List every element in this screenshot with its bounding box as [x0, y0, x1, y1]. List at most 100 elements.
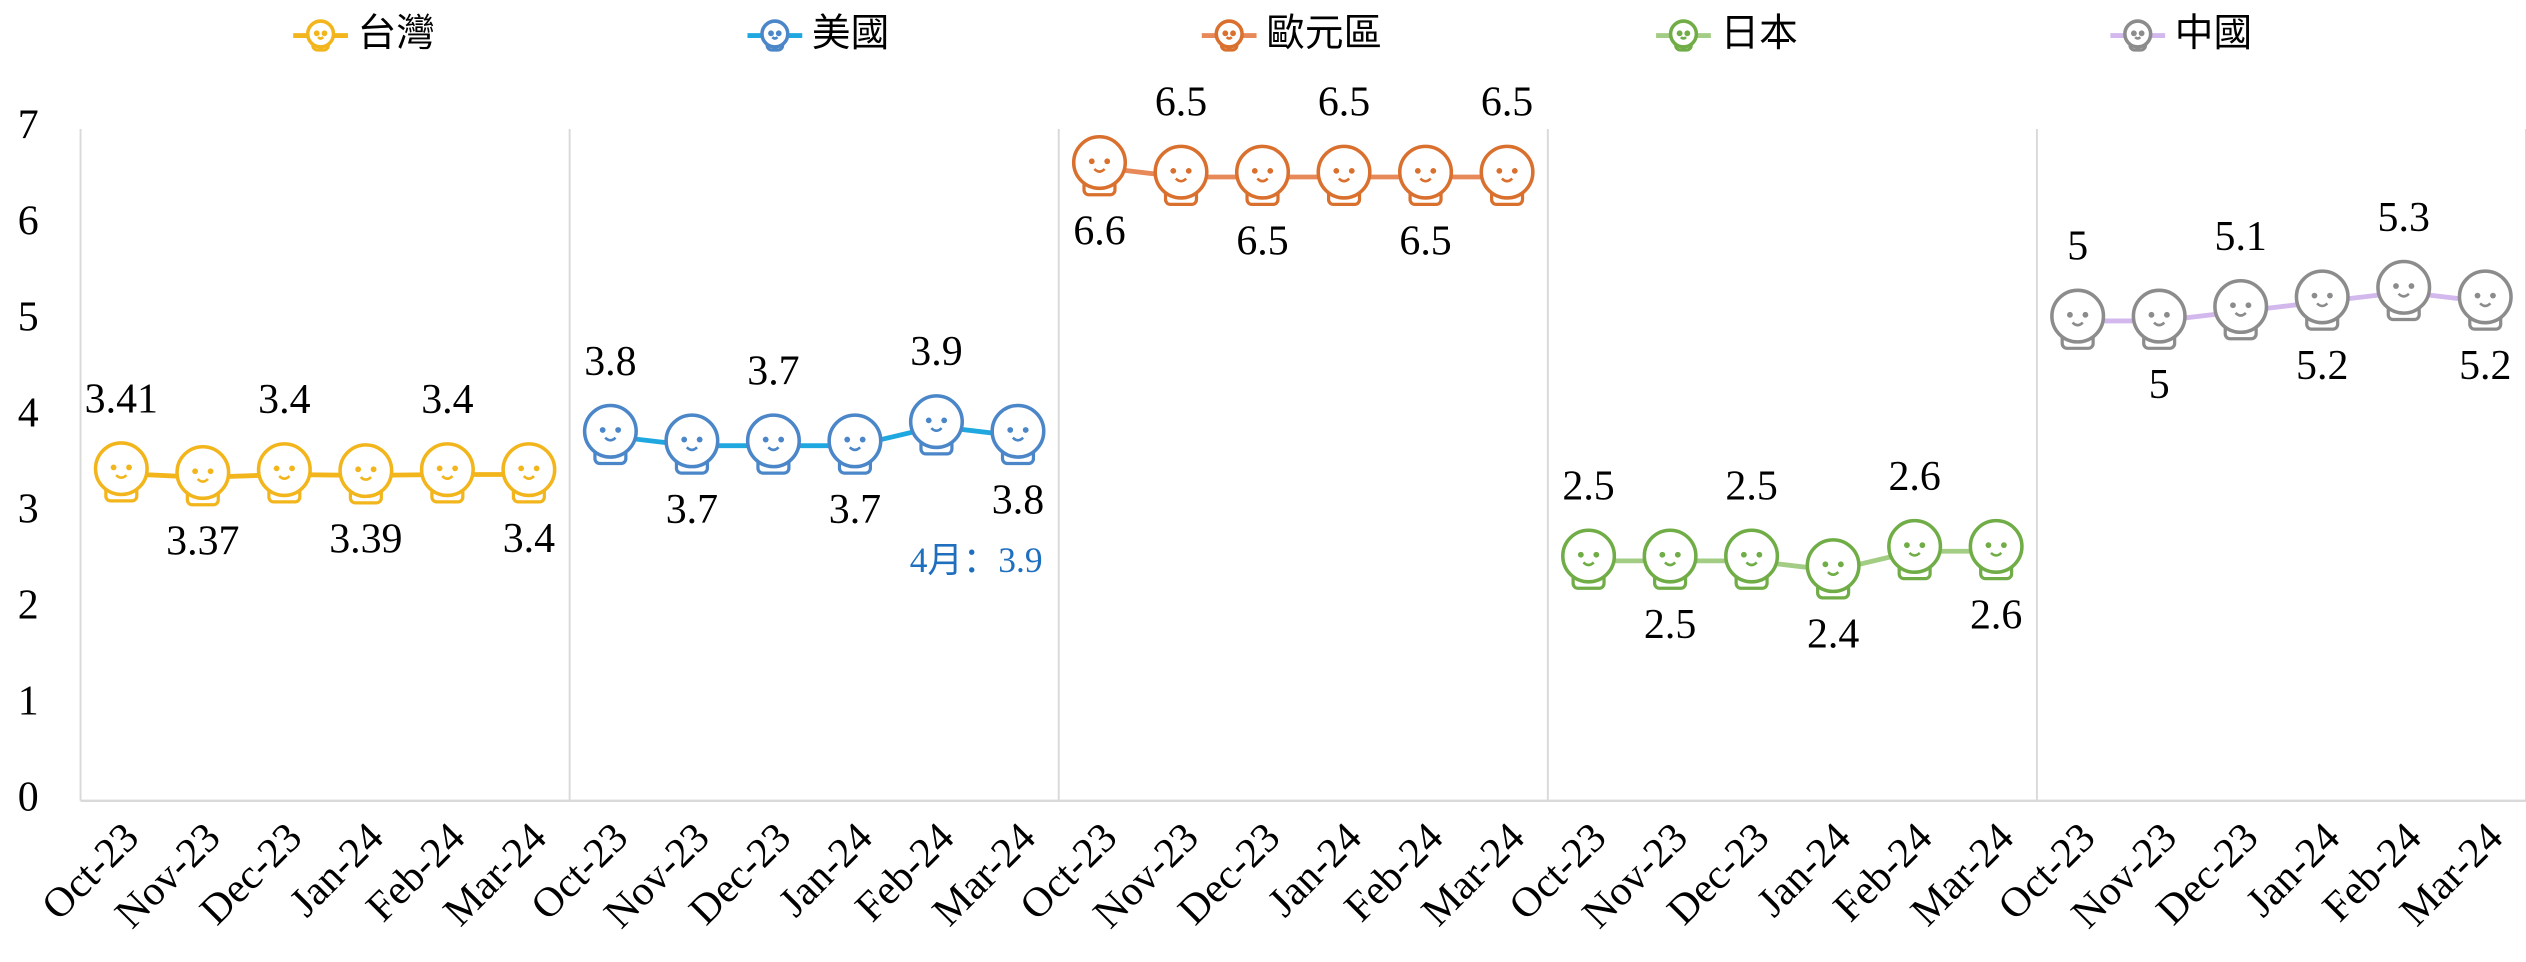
data-label: 3.37 [166, 519, 239, 565]
marker-eye [1333, 167, 1340, 174]
marker-eye [859, 436, 866, 443]
y-tick-label: 7 [18, 103, 39, 149]
data-marker [2131, 288, 2187, 350]
marker-eye [321, 30, 328, 37]
marker-mouth [441, 475, 454, 480]
legend-marker [1668, 19, 1699, 52]
data-label: 5.3 [2378, 195, 2430, 241]
marker-eye [1348, 167, 1355, 174]
data-marker [1071, 135, 1128, 197]
marker-mouth [1337, 177, 1351, 183]
data-label: 3.9 [910, 329, 962, 375]
data-marker [827, 413, 883, 475]
legend-marker [305, 19, 336, 52]
data-label: 3.7 [829, 487, 881, 533]
marker-eye [844, 436, 851, 443]
data-label: 2.5 [1644, 602, 1696, 648]
data-marker [582, 403, 638, 466]
marker-head [1561, 528, 1617, 584]
data-marker [2294, 269, 2350, 331]
data-marker [1805, 538, 1861, 600]
data-label: 2.5 [1562, 464, 1614, 510]
marker-head [419, 442, 475, 498]
marker-head [2376, 259, 2432, 315]
marker-eye [1919, 542, 1926, 549]
marker-eye [1170, 167, 1177, 174]
marker-head [2457, 269, 2513, 325]
data-marker [1887, 518, 1943, 581]
marker-eye [2164, 311, 2170, 318]
marker-eye [2067, 311, 2073, 318]
marker-mouth [1990, 551, 2003, 557]
marker-eye [1104, 158, 1111, 165]
marker-eye [1837, 561, 1844, 568]
marker-eye [1904, 542, 1910, 549]
data-label: 3.4 [421, 377, 473, 423]
marker-head [2294, 269, 2350, 325]
marker-eye [207, 468, 214, 475]
marker-eye [1022, 427, 1029, 433]
marker-eye [1756, 551, 1763, 558]
data-marker [1234, 144, 1291, 206]
data-marker [2213, 278, 2269, 341]
marker-mouth [1745, 561, 1758, 567]
marker-eye [1267, 167, 1274, 174]
marker-eye [1985, 542, 1992, 549]
marker-eye [1251, 167, 1258, 174]
marker-mouth [1256, 177, 1269, 183]
data-marker [990, 403, 1046, 466]
marker-mouth [2316, 302, 2329, 308]
marker-eye [2311, 292, 2318, 299]
marker-eye [615, 427, 622, 433]
data-marker [1968, 518, 2024, 581]
marker-mouth [317, 36, 325, 40]
data-marker [2457, 269, 2513, 331]
data-label: 2.5 [1725, 464, 1777, 510]
marker-eye [2327, 292, 2333, 299]
marker-eye [1414, 167, 1421, 174]
marker-eye [1511, 167, 1518, 174]
legend-label: 台灣 [358, 11, 435, 56]
marker-eye [775, 30, 782, 37]
marker-eye [2393, 283, 2399, 289]
data-label: 5 [2149, 362, 2170, 408]
marker-eye [273, 465, 280, 472]
marker-eye [925, 417, 932, 424]
y-tick-label: 2 [18, 582, 39, 628]
marker-eye [762, 436, 769, 443]
marker-eye [1659, 551, 1666, 558]
marker-head [908, 394, 965, 450]
data-marker [175, 444, 231, 507]
data-marker [2050, 288, 2106, 350]
marker-head [582, 403, 638, 459]
marker-eye [1430, 167, 1437, 174]
data-marker [1642, 528, 1698, 590]
data-label: 3.39 [329, 517, 402, 563]
marker-head [501, 442, 557, 498]
marker-mouth [1664, 561, 1677, 567]
data-label: 6.5 [1481, 80, 1533, 126]
marker-head [1397, 144, 1454, 200]
data-label: 5.2 [2296, 343, 2348, 389]
marker-eye [2130, 30, 2137, 37]
marker-eye [110, 464, 117, 471]
marker-eye [2230, 302, 2236, 309]
marker-mouth [1225, 36, 1233, 40]
data-marker [1316, 144, 1372, 206]
data-label: 3.4 [258, 377, 310, 423]
marker-eye [1676, 30, 1683, 37]
marker-eye [941, 417, 948, 424]
marker-head [2131, 288, 2187, 344]
marker-head [1887, 518, 1943, 574]
y-tick-label: 1 [18, 678, 39, 724]
marker-eye [2082, 311, 2089, 318]
data-marker [256, 442, 312, 504]
data-label: 3.8 [584, 339, 636, 385]
marker-head [1724, 528, 1780, 584]
marker-mouth [196, 478, 209, 483]
marker-eye [768, 30, 774, 37]
marker-head [827, 413, 883, 469]
marker-head [2050, 288, 2106, 344]
marker-mouth [1908, 551, 1921, 557]
